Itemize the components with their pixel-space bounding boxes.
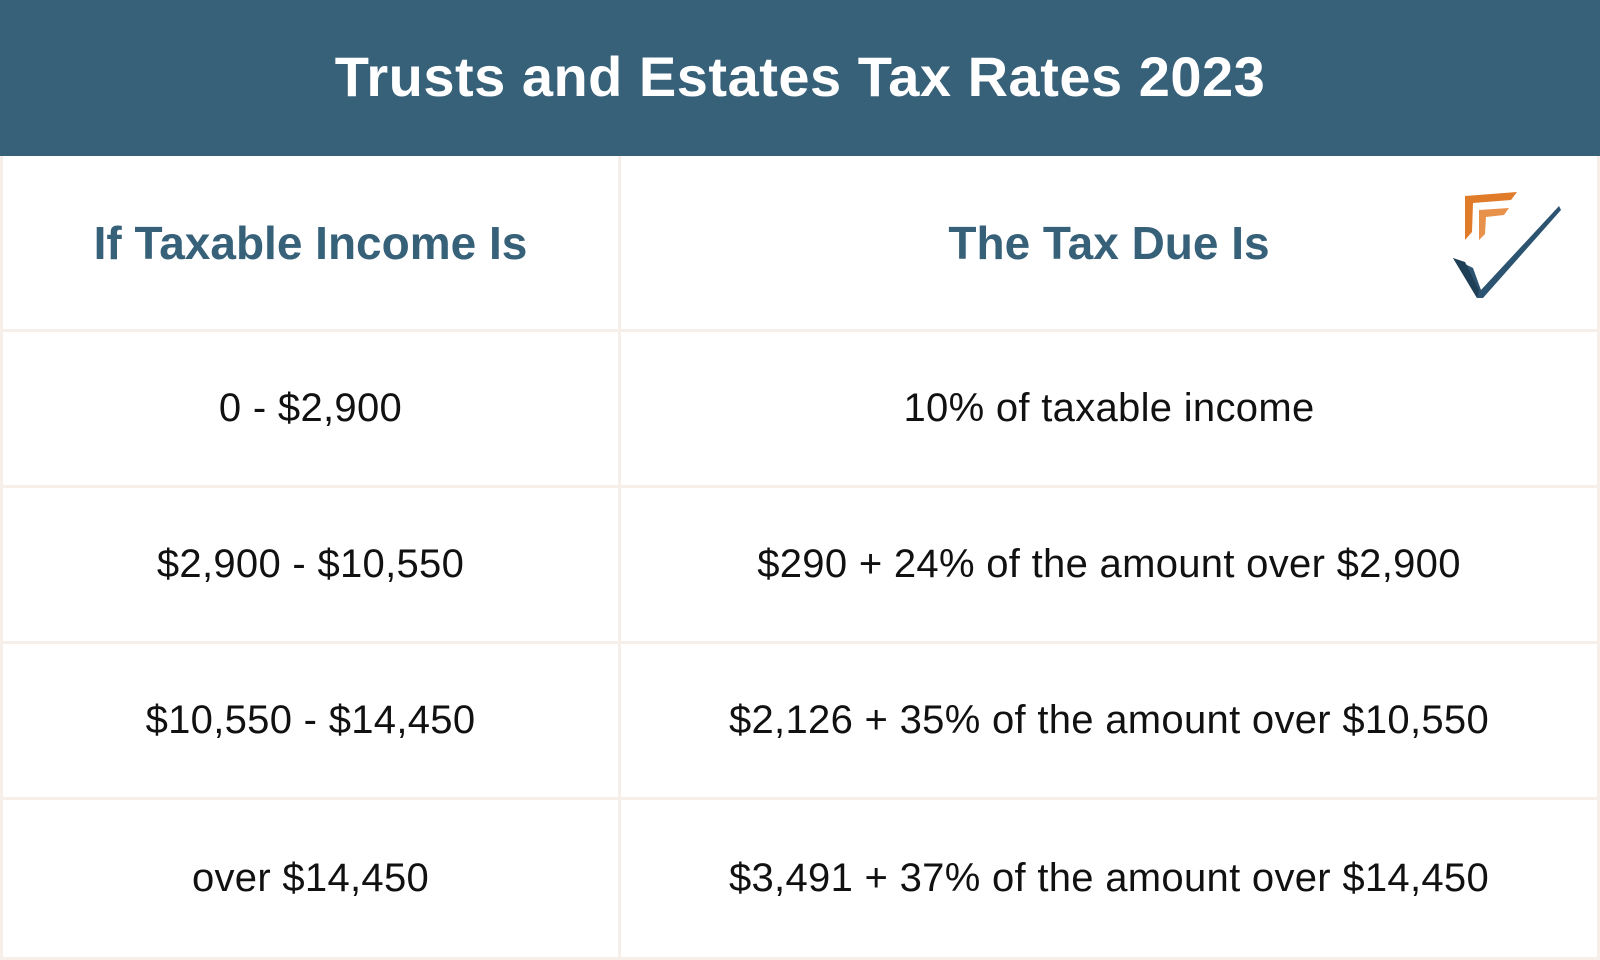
income-range-cell: $2,900 - $10,550 bbox=[156, 542, 465, 586]
column-header-tax: The Tax Due Is bbox=[621, 156, 1600, 332]
table-row: $2,900 - $10,550 bbox=[0, 488, 621, 644]
table-row: $2,126 + 35% of the amount over $10,550 bbox=[621, 644, 1600, 800]
table-row: $290 + 24% of the amount over $2,900 bbox=[621, 488, 1600, 644]
table-row: $10,550 - $14,450 bbox=[0, 644, 621, 800]
table-row: $3,491 + 37% of the amount over $14,450 bbox=[621, 800, 1600, 960]
income-range-cell: over $14,450 bbox=[191, 856, 430, 900]
table-row: over $14,450 bbox=[0, 800, 621, 960]
tax-due-cell: 10% of taxable income bbox=[903, 386, 1315, 430]
page-title: Trusts and Estates Tax Rates 2023 bbox=[334, 44, 1266, 108]
tax-due-cell: $3,491 + 37% of the amount over $14,450 bbox=[728, 856, 1490, 900]
column-header-tax-label: The Tax Due Is bbox=[948, 216, 1270, 269]
title-banner: Trusts and Estates Tax Rates 2023 bbox=[0, 0, 1600, 156]
column-header-income: If Taxable Income Is bbox=[0, 156, 621, 332]
tax-due-cell: $290 + 24% of the amount over $2,900 bbox=[757, 542, 1461, 586]
column-header-income-label: If Taxable Income Is bbox=[93, 216, 528, 269]
checkmark-logo-icon bbox=[1453, 192, 1561, 298]
table-row: 10% of taxable income bbox=[621, 332, 1600, 488]
tax-due-cell: $2,126 + 35% of the amount over $10,550 bbox=[728, 698, 1490, 742]
table-row: 0 - $2,900 bbox=[0, 332, 621, 488]
income-range-cell: 0 - $2,900 bbox=[218, 386, 403, 430]
income-range-cell: $10,550 - $14,450 bbox=[145, 698, 476, 742]
tax-rates-table: If Taxable Income Is The Tax Due Is 0 - … bbox=[0, 156, 1600, 960]
